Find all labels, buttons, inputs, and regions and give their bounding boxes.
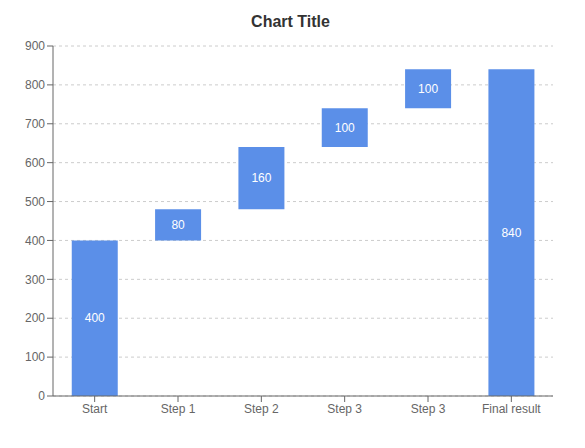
svg-text:400: 400 (85, 311, 105, 325)
svg-text:Final result: Final result (482, 402, 541, 416)
svg-text:Start: Start (82, 402, 108, 416)
svg-text:900: 900 (25, 39, 45, 53)
svg-text:100: 100 (25, 350, 45, 364)
svg-text:600: 600 (25, 156, 45, 170)
svg-text:80: 80 (171, 218, 185, 232)
svg-text:100: 100 (418, 82, 438, 96)
svg-text:800: 800 (25, 78, 45, 92)
svg-text:840: 840 (501, 226, 521, 240)
svg-text:700: 700 (25, 117, 45, 131)
svg-text:Step 3: Step 3 (411, 402, 446, 416)
svg-text:300: 300 (25, 273, 45, 287)
svg-text:Step 3: Step 3 (327, 402, 362, 416)
html-text:Chart Title: Chart Title (251, 13, 330, 30)
svg-text:Step 1: Step 1 (161, 402, 196, 416)
svg-text:160: 160 (251, 171, 271, 185)
svg-text:500: 500 (25, 195, 45, 209)
svg-text:400: 400 (25, 234, 45, 248)
svg-text:200: 200 (25, 311, 45, 325)
svg-text:100: 100 (335, 121, 355, 135)
svg-text:Step 2: Step 2 (244, 402, 279, 416)
svg-text:0: 0 (38, 389, 45, 403)
